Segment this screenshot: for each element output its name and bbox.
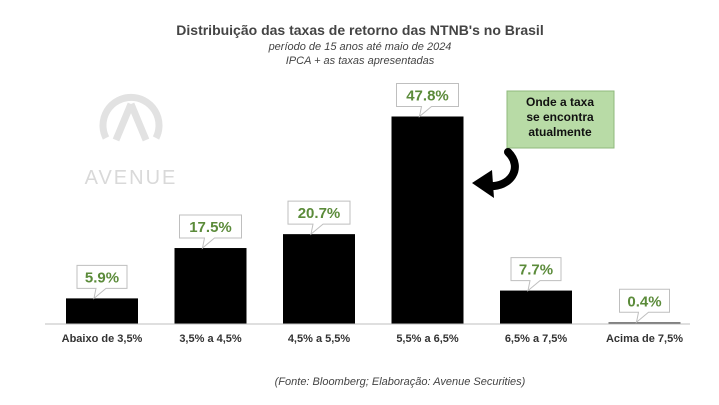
data-label-box-4 [396,83,459,118]
curved-arrow-icon [472,148,519,198]
bar-3 [283,234,355,324]
data-label-box-6 [619,288,670,324]
data-label-3: 20.7% [287,200,351,236]
chart-title: Distribuição das taxas de retorno das NT… [176,22,543,38]
bar-1 [66,298,138,324]
callout-box [506,90,615,149]
bars-group [66,116,681,324]
data-labels-group: 5.9% 17.5% 20.7% 47.8% 7.7% 0.4% [76,83,670,324]
category-label-3: 4,5% a 5,5% [288,333,351,345]
data-label-box-2 [179,214,242,250]
bar-5 [500,290,572,324]
data-label-text-6: 0.4% [627,293,661,310]
source-note: (Fonte: Bloomberg; Elaboração: Avenue Se… [275,376,526,388]
category-labels-group: Abaixo de 3,5% 3,5% a 4,5% 4,5% a 5,5% 5,5%… [62,333,684,345]
data-label-text-5: 7.7% [519,262,553,279]
watermark-text: AVENUE [85,167,178,189]
bar-6 [608,322,681,324]
data-label-text-1: 5.9% [85,269,119,286]
data-label-text-2: 17.5% [189,219,232,236]
category-label-5: 6,5% a 7,5% [505,333,568,345]
data-label-5: 7.7% [510,257,562,292]
data-label-1: 5.9% [76,264,128,300]
data-label-2: 17.5% [179,214,242,250]
callout-line-3: atualmente [528,125,592,139]
data-label-box-3 [287,200,351,236]
bar-2 [174,248,247,324]
category-label-2: 3,5% a 4,5% [179,333,242,345]
data-label-text-4: 47.8% [406,88,449,105]
data-label-4: 47.8% [396,83,459,118]
bar-4 [391,116,464,324]
watermark-logo: AVENUE [85,93,178,189]
chart-subtitle-1: período de 15 anos até maio de 2024 [268,41,452,53]
category-label-6: Acima de 7,5% [606,333,683,345]
category-label-4: 5,5% a 6,5% [396,333,459,345]
avenue-logo-icon [99,93,163,142]
data-label-text-3: 20.7% [298,205,341,222]
data-label-6: 0.4% [619,288,670,324]
callout: Onde a taxa se encontra atualmente [472,90,615,198]
chart-subtitle-2: IPCA + as taxas apresentadas [286,55,435,67]
data-label-box-1 [76,264,128,300]
category-label-1: Abaixo de 3,5% [62,333,143,345]
data-label-box-5 [510,257,562,292]
callout-line-1: Onde a taxa [526,95,594,109]
callout-line-2: se encontra [526,110,594,124]
